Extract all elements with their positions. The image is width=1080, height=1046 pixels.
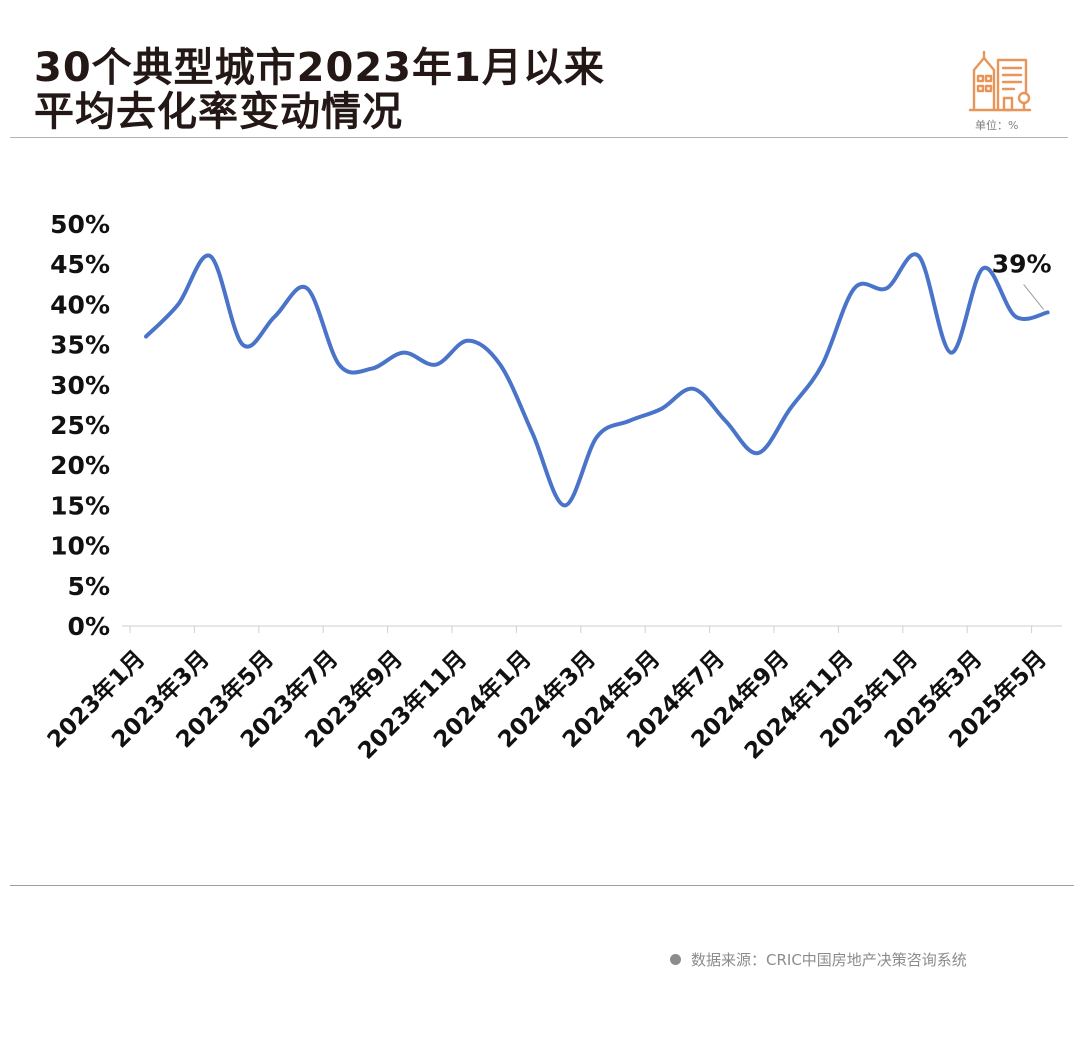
y-tick-label: 40% (50, 290, 110, 319)
city-buildings-icon (968, 48, 1034, 114)
y-tick-label: 25% (50, 411, 110, 440)
title-line-2: 平均去化率变动情况 (34, 89, 403, 135)
footer-divider (10, 885, 1074, 886)
y-tick-label: 10% (50, 532, 110, 561)
header-divider (10, 137, 1068, 138)
y-tick-label: 35% (50, 331, 110, 360)
series-line (144, 252, 1050, 508)
title-line-1: 30个典型城市2023年1月以来 (34, 45, 605, 91)
data-source: 数据来源：CRIC中国房地产决策咨询系统 (670, 949, 967, 970)
y-tick-label: 20% (50, 451, 110, 480)
y-tick-label: 30% (50, 371, 110, 400)
y-tick-label: 0% (68, 612, 110, 641)
y-tick-label: 5% (68, 572, 110, 601)
y-tick-label: 45% (50, 250, 110, 279)
y-tick-label: 50% (50, 210, 110, 239)
y-tick-label: 15% (50, 491, 110, 520)
chart-title: 30个典型城市2023年1月以来 平均去化率变动情况 (34, 46, 605, 134)
x-tick-label: 2024年11月 (739, 645, 859, 765)
x-tick-label: 2023年11月 (353, 645, 473, 765)
unit-label: 单位：% (975, 119, 1019, 132)
bullet-icon (670, 954, 681, 965)
annotation-leader (1023, 284, 1044, 310)
data-source-text: 数据来源：CRIC中国房地产决策咨询系统 (691, 951, 967, 969)
data-label: 39% (992, 249, 1052, 278)
